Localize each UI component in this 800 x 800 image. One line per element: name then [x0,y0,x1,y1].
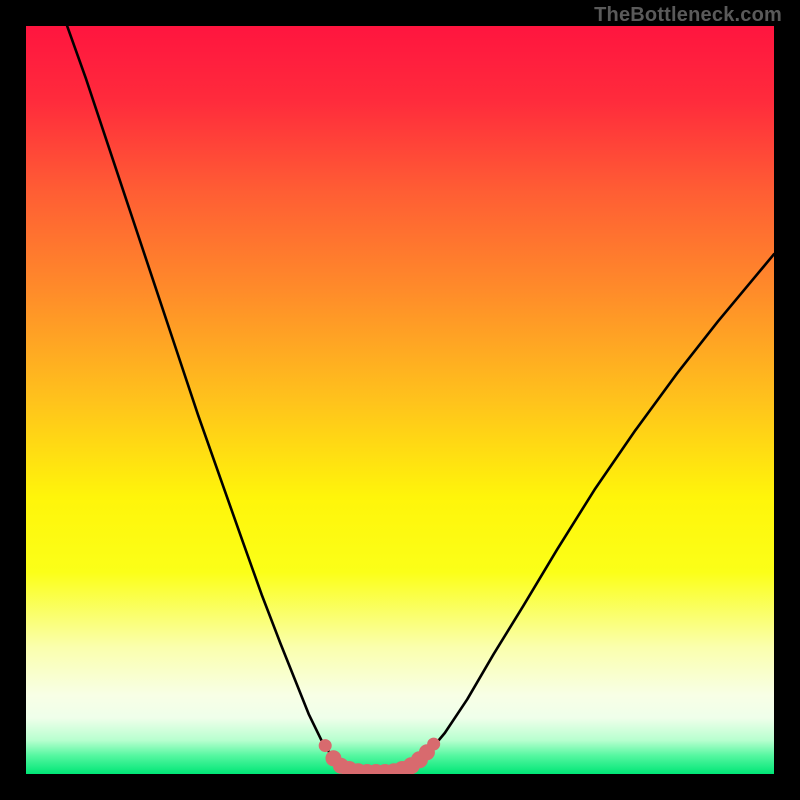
gradient-background [26,26,774,774]
marker-dot [428,738,440,750]
marker-dot [319,740,331,752]
plot-area [26,26,774,774]
chart-svg [26,26,774,774]
watermark-label: TheBottleneck.com [594,4,782,27]
chart-frame: TheBottleneck.com [0,0,800,800]
